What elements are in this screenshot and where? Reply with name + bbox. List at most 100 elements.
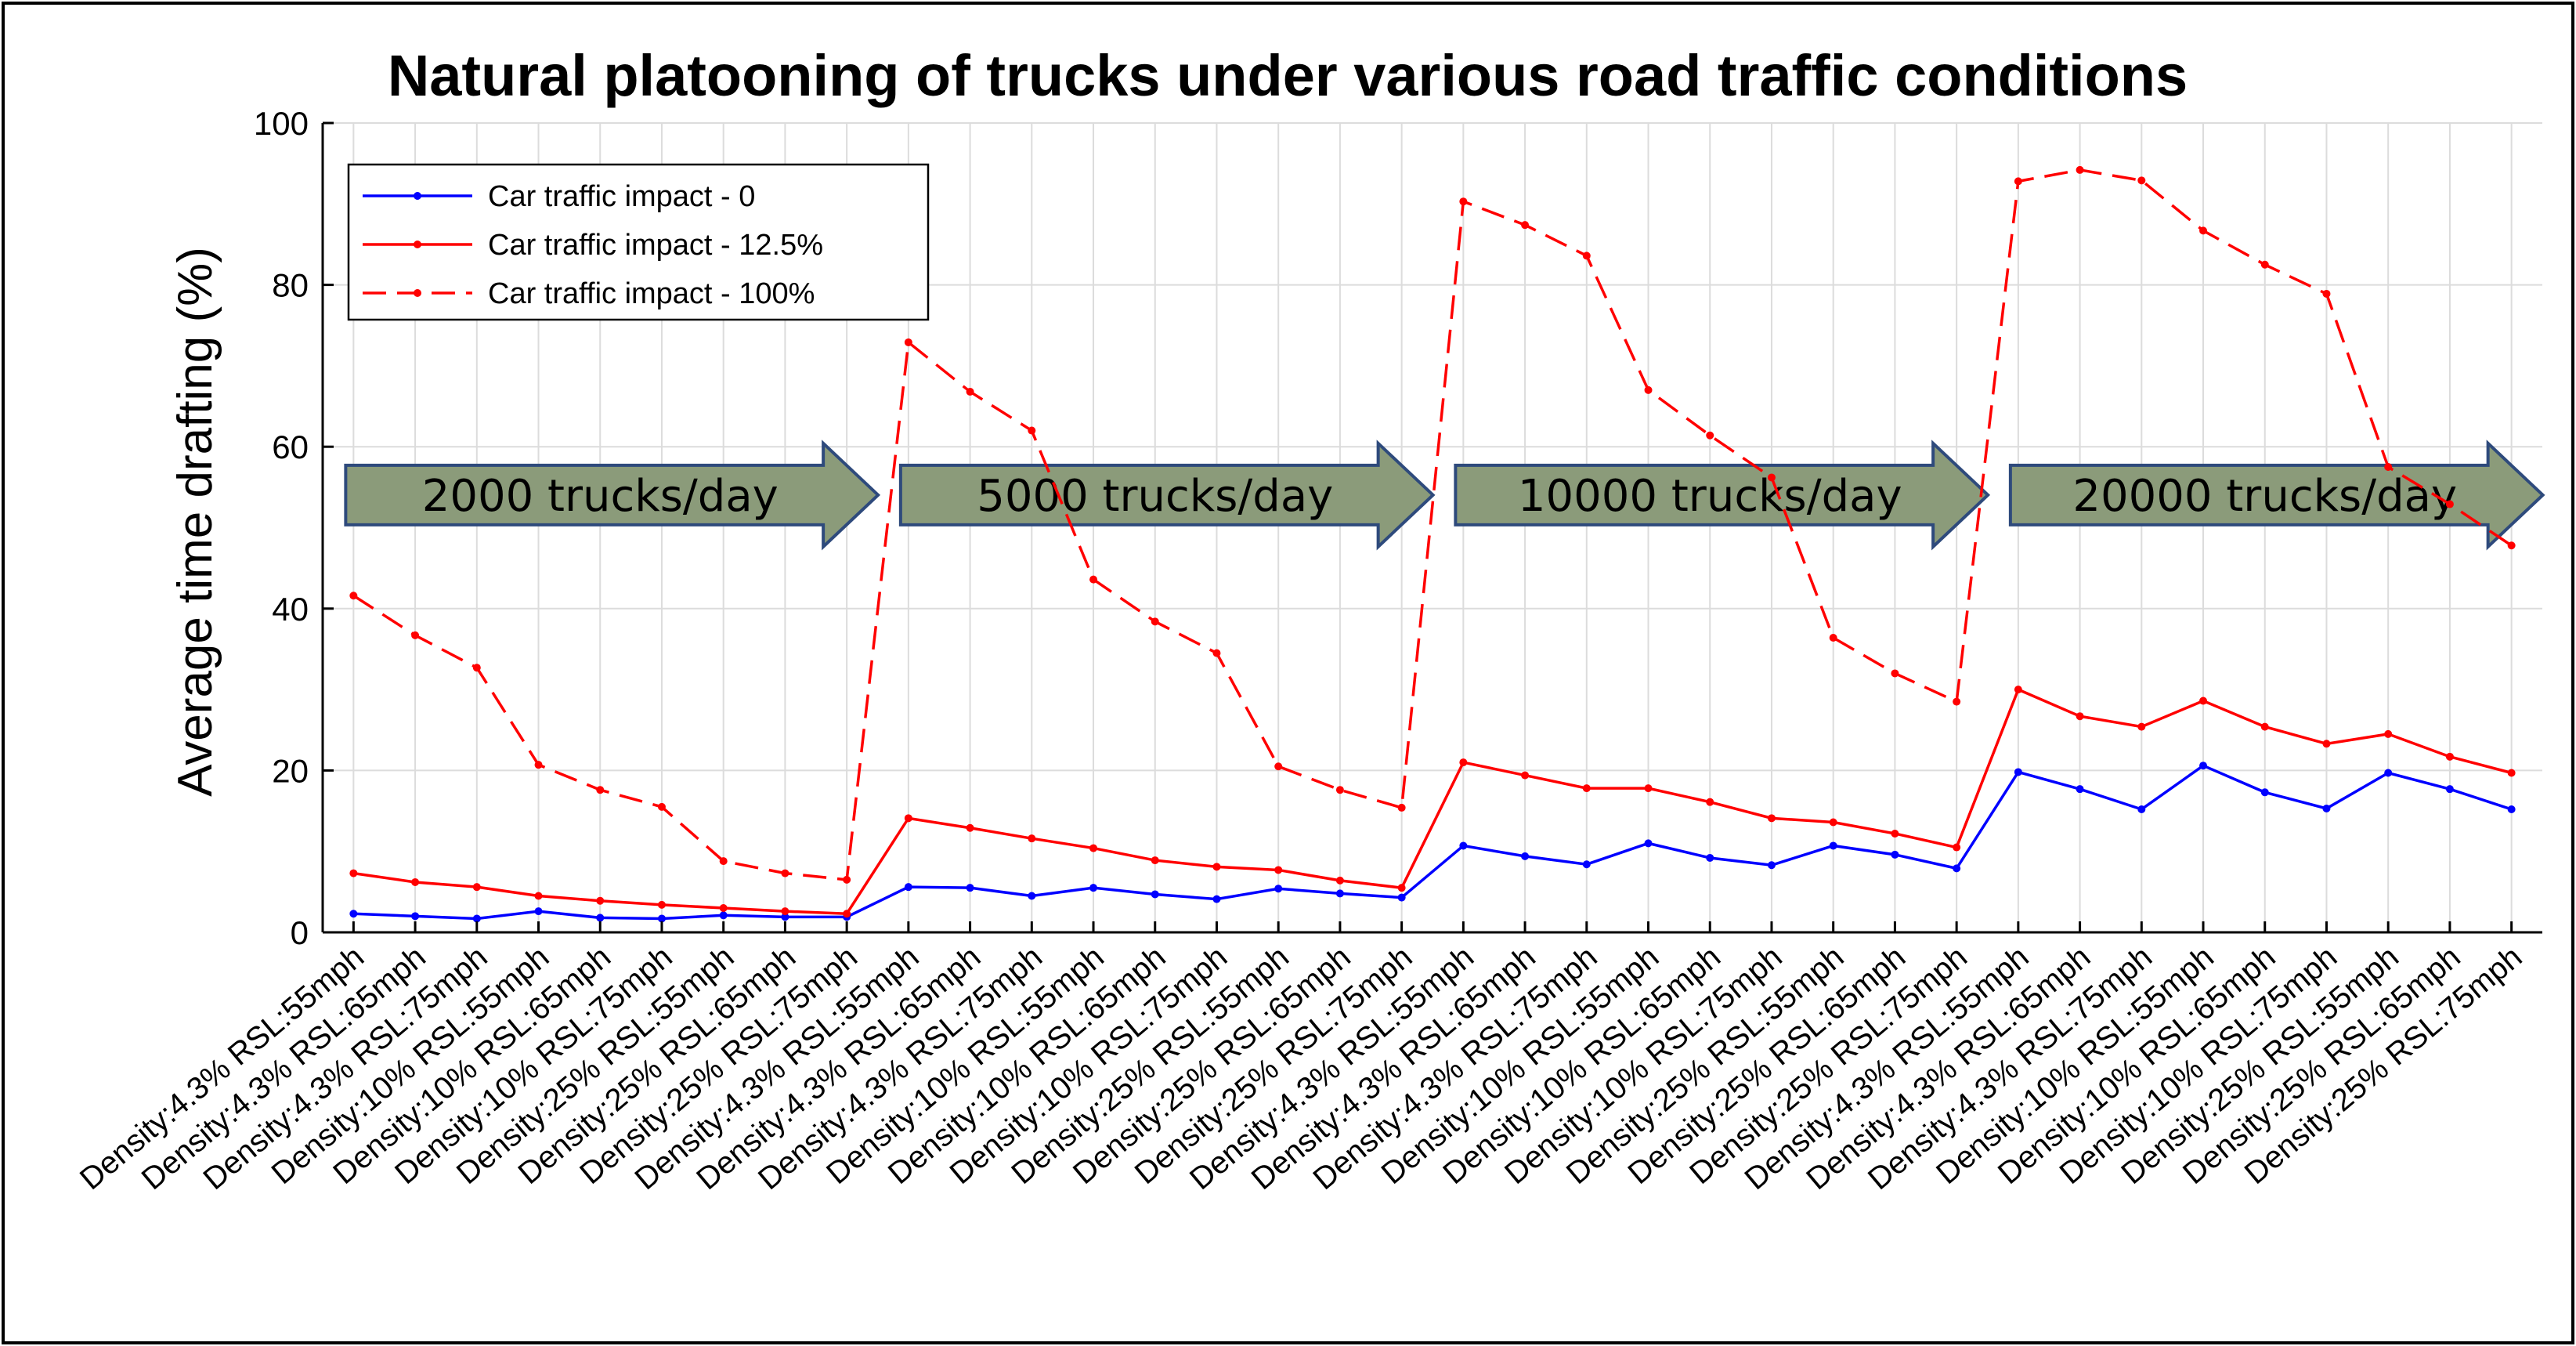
data-point <box>1706 853 1714 862</box>
data-point <box>2507 805 2516 813</box>
data-point <box>1521 771 1530 780</box>
annotation-label: 5000 trucks/day <box>977 471 1333 522</box>
data-point <box>2260 788 2269 797</box>
data-point <box>2076 165 2084 174</box>
data-point <box>2445 785 2454 794</box>
data-point <box>534 907 543 916</box>
data-point <box>472 883 481 892</box>
data-point <box>596 896 605 905</box>
data-point <box>2445 752 2454 761</box>
data-point <box>1274 866 1283 874</box>
plot-series <box>349 165 2516 923</box>
data-point <box>2199 697 2208 705</box>
data-point <box>1028 426 1036 435</box>
data-point <box>1335 889 1344 898</box>
data-point <box>781 869 789 877</box>
data-point <box>1706 431 1714 440</box>
y-tick-label: 60 <box>272 429 309 465</box>
data-point <box>1151 856 1159 865</box>
data-point <box>904 338 912 346</box>
data-point <box>1706 798 1714 806</box>
annotation-label: 10000 trucks/day <box>1518 471 1902 522</box>
data-point <box>2260 722 2269 731</box>
data-point <box>2137 805 2146 813</box>
data-point <box>1829 841 1837 850</box>
legend-marker <box>414 289 421 297</box>
data-point <box>349 869 358 877</box>
data-point <box>2076 785 2084 794</box>
data-point <box>904 814 912 823</box>
annotation-label: 20000 trucks/day <box>2072 471 2457 522</box>
data-point <box>719 911 728 920</box>
data-point <box>1582 251 1591 260</box>
legend-marker <box>414 192 421 200</box>
data-point <box>2384 769 2393 777</box>
data-point <box>411 877 420 886</box>
data-point <box>2137 722 2146 731</box>
data-point <box>1582 784 1591 793</box>
data-point <box>2076 712 2084 721</box>
data-point <box>1212 649 1221 657</box>
data-point <box>1767 814 1776 823</box>
data-point <box>966 823 974 832</box>
data-point <box>596 786 605 794</box>
annotation-label: 2000 trucks/day <box>422 471 779 522</box>
data-point <box>1953 697 1961 706</box>
data-point <box>2322 740 2331 748</box>
data-point <box>1335 876 1344 885</box>
data-point <box>1089 844 1098 852</box>
annotation-arrows: 2000 trucks/day 5000 trucks/day 10000 truc… <box>344 440 2545 551</box>
data-point <box>1151 617 1159 626</box>
data-point <box>1274 885 1283 893</box>
annotation-arrow <box>1454 440 1991 551</box>
data-point <box>2322 289 2331 298</box>
annotation-arrow <box>344 440 881 551</box>
data-point <box>1212 895 1221 903</box>
data-point <box>2322 804 2331 812</box>
data-point <box>2014 177 2022 186</box>
data-point <box>472 664 481 672</box>
data-point <box>1028 834 1036 843</box>
data-point <box>1829 633 1837 642</box>
data-point <box>534 761 543 769</box>
data-point <box>1891 850 1899 859</box>
data-point <box>349 910 358 918</box>
data-point <box>2014 686 2022 694</box>
data-point <box>534 892 543 900</box>
legend: Car traffic impact - 0 Car traffic impact… <box>347 163 930 321</box>
data-point <box>2384 463 2393 472</box>
data-point <box>1089 575 1098 584</box>
data-point <box>1891 669 1899 678</box>
data-point <box>1089 884 1098 892</box>
data-point <box>1335 786 1344 794</box>
data-point <box>349 592 358 600</box>
data-point <box>2137 176 2146 185</box>
series-line <box>353 687 2513 916</box>
data-point <box>1212 863 1221 871</box>
data-point <box>1521 852 1530 860</box>
data-point <box>1274 762 1283 771</box>
data-point <box>657 802 666 811</box>
legend-marker <box>414 241 421 248</box>
data-point <box>657 900 666 909</box>
data-point <box>1767 861 1776 870</box>
data-point <box>411 631 420 639</box>
data-point <box>1891 829 1899 838</box>
data-point <box>2507 769 2516 777</box>
legend-label: Car traffic impact - 100% <box>488 277 815 310</box>
data-point <box>2199 226 2208 235</box>
legend-label: Car traffic impact - 12.5% <box>488 229 823 262</box>
data-point <box>843 910 851 918</box>
data-point <box>781 907 789 916</box>
data-point <box>904 883 912 892</box>
data-point <box>966 884 974 892</box>
annotation-arrow <box>898 440 1436 551</box>
data-point <box>1953 843 1961 852</box>
data-point <box>1028 892 1036 900</box>
series-line <box>353 764 2513 921</box>
data-point <box>719 857 728 866</box>
data-point <box>1459 841 1468 850</box>
data-point <box>1644 839 1653 848</box>
